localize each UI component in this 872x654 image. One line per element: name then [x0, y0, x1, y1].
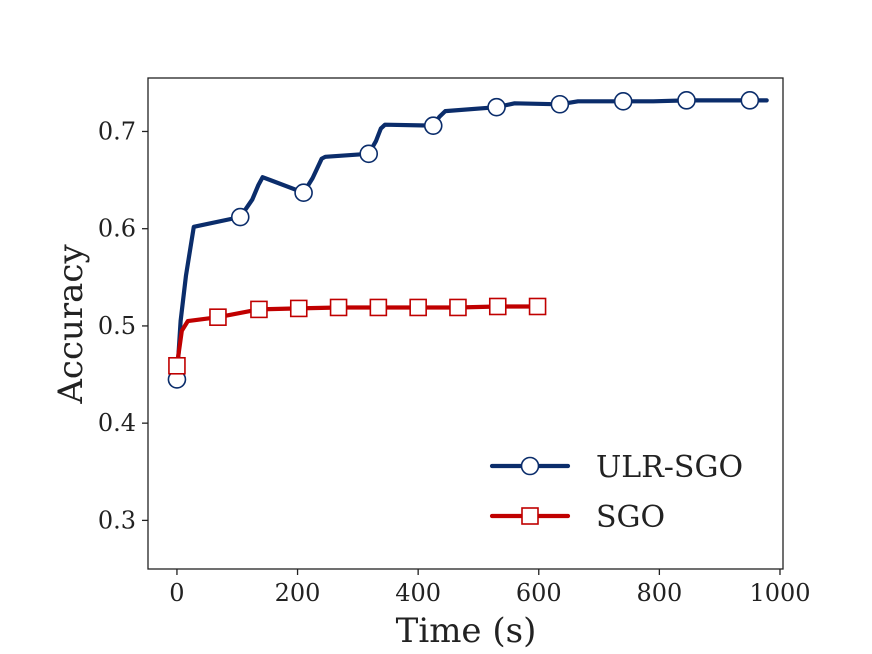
series-layer [167, 91, 769, 389]
y-tick-label: 0.6 [98, 215, 136, 243]
sgo-point [168, 356, 186, 375]
x-tick-label: 200 [275, 579, 321, 607]
y-tick-label: 0.5 [98, 312, 136, 340]
sgo-point [209, 308, 227, 326]
y-tick-label: 0.7 [98, 117, 136, 145]
x-tick-label: 800 [636, 579, 682, 607]
y-tick-label: 0.3 [98, 506, 136, 534]
ulr-sgo-point [487, 97, 506, 117]
ulr-sgo-point [294, 183, 313, 203]
x-axis-label: Time (s) [396, 611, 537, 651]
ulr-sgo-point [677, 91, 696, 110]
x-tick-label: 600 [516, 579, 562, 607]
ulr-sgo-point [550, 94, 570, 114]
x-axis: 0 200 400 600 800 1000 [169, 569, 811, 607]
sgo-point [369, 298, 388, 317]
x-tick-label: 400 [395, 579, 441, 607]
sgo-point [289, 299, 308, 318]
ulr-sgo-line [174, 98, 769, 382]
ulr-sgo-point [423, 116, 443, 135]
sgo-point [488, 297, 507, 316]
ulr-sgo-legend-marker [520, 456, 540, 476]
sgo-point [250, 300, 268, 319]
legend: ULR-SGO SGO [489, 450, 743, 535]
ulr-sgo-legend-label: ULR-SGO [596, 450, 743, 485]
ulr-sgo-point [230, 207, 250, 227]
y-axis: 0.3 0.4 0.5 0.6 0.7 [98, 117, 148, 534]
x-tick-label: 1000 [749, 579, 810, 607]
sgo-legend-marker [521, 507, 539, 525]
sgo-legend-label: SGO [596, 500, 665, 535]
x-tick-label: 0 [169, 579, 184, 607]
sgo-line [174, 304, 546, 368]
sgo-point [409, 298, 427, 317]
ulr-sgo-point [613, 92, 633, 111]
sgo-point [449, 298, 467, 317]
y-axis-label: Accuracy [51, 244, 91, 405]
y-tick-label: 0.4 [98, 409, 136, 437]
ulr-sgo-point [740, 91, 760, 110]
sgo-point [528, 297, 547, 316]
plot-area [147, 77, 784, 570]
ulr-sgo-point [359, 144, 379, 164]
sgo-point [329, 298, 348, 317]
